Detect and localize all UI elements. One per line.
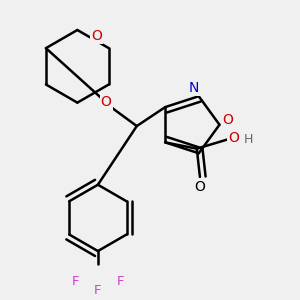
Text: N: N: [189, 81, 199, 95]
Text: O: O: [91, 29, 102, 43]
Text: F: F: [72, 274, 80, 288]
Text: H: H: [244, 133, 254, 146]
Text: O: O: [101, 95, 112, 110]
Text: O: O: [222, 113, 233, 127]
Text: O: O: [194, 180, 206, 194]
Text: F: F: [94, 284, 102, 297]
Text: F: F: [116, 274, 124, 288]
Text: O: O: [229, 130, 239, 145]
